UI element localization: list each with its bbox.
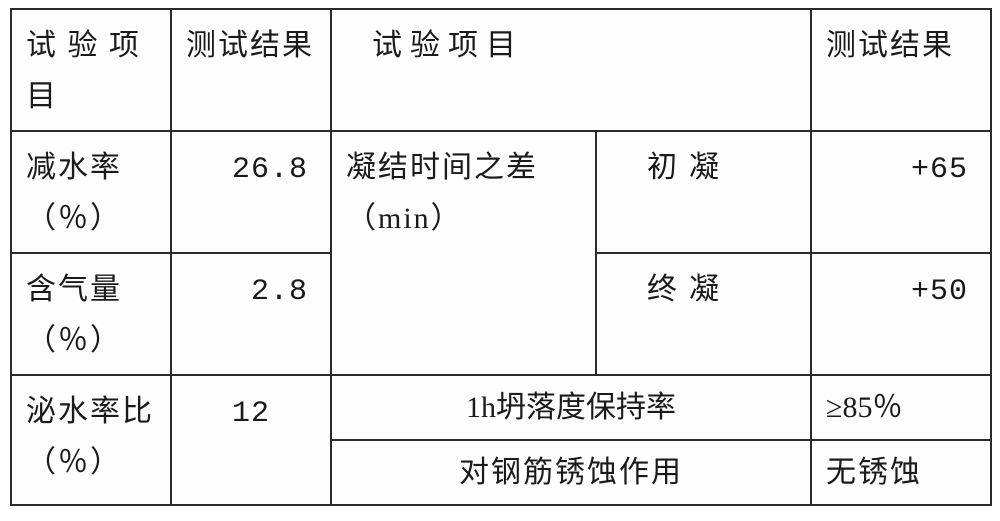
cell-text: 12: [232, 397, 270, 431]
cell-value: 2.8: [171, 253, 331, 375]
cell-text: 含气量（％）: [26, 273, 122, 357]
cell-text: 试验项目: [372, 29, 524, 62]
header-result-left: 测试结果: [171, 9, 331, 131]
cell-text: 26.8: [232, 153, 308, 187]
cell-text: 测试结果: [186, 29, 314, 62]
cell-set-time-label: 凝结时间之差（min）: [331, 131, 596, 375]
table-container: 试 验 项目 测试结果 试验项目 测试结果 减水率（％） 26.8 凝结时间之差…: [0, 0, 1000, 514]
cell-slump-retention: 1h坍落度保持率: [331, 375, 811, 440]
table-row: 减水率（％） 26.8 凝结时间之差（min） 初凝 +65: [11, 131, 991, 253]
cell-corrosion-value: 无锈蚀: [811, 440, 991, 505]
header-test-item-left: 试 验 项目: [11, 9, 171, 131]
cell-label: 含气量（％）: [11, 253, 171, 375]
cell-text: 测试结果: [826, 29, 954, 62]
cell-final-set: 终凝: [596, 253, 811, 375]
cell-text: ≥85％: [826, 391, 902, 424]
cell-label: 减水率（％）: [11, 131, 171, 253]
cell-text: +50: [911, 275, 968, 309]
cell-text: 初凝: [647, 151, 731, 184]
cell-text: 试 验 项目: [26, 29, 141, 113]
cell-text: 终凝: [647, 273, 731, 306]
cell-initial-set-value: +65: [811, 131, 991, 253]
cell-text: 2.8: [251, 275, 308, 309]
cell-text: 1h坍落度保持率: [466, 391, 676, 424]
results-table: 试 验 项目 测试结果 试验项目 测试结果 减水率（％） 26.8 凝结时间之差…: [10, 8, 992, 506]
cell-label: 泌水率比（％）: [11, 375, 171, 505]
cell-corrosion: 对钢筋锈蚀作用: [331, 440, 811, 505]
cell-text: +65: [911, 153, 968, 187]
table-row: 泌水率比（％） 12 1h坍落度保持率 ≥85％: [11, 375, 991, 440]
header-test-item-right: 试验项目: [331, 9, 811, 131]
cell-text: 对钢筋锈蚀作用: [459, 456, 683, 489]
cell-text: 泌水率比（％）: [26, 395, 154, 479]
cell-value: 12: [171, 375, 331, 505]
header-result-right: 测试结果: [811, 9, 991, 131]
cell-final-set-value: +50: [811, 253, 991, 375]
cell-value: 26.8: [171, 131, 331, 253]
cell-text: 无锈蚀: [826, 456, 922, 489]
cell-slump-value: ≥85％: [811, 375, 991, 440]
cell-text: 凝结时间之差（min）: [346, 151, 538, 235]
cell-initial-set: 初凝: [596, 131, 811, 253]
table-row: 试 验 项目 测试结果 试验项目 测试结果: [11, 9, 991, 131]
cell-text: 减水率（％）: [26, 151, 122, 235]
